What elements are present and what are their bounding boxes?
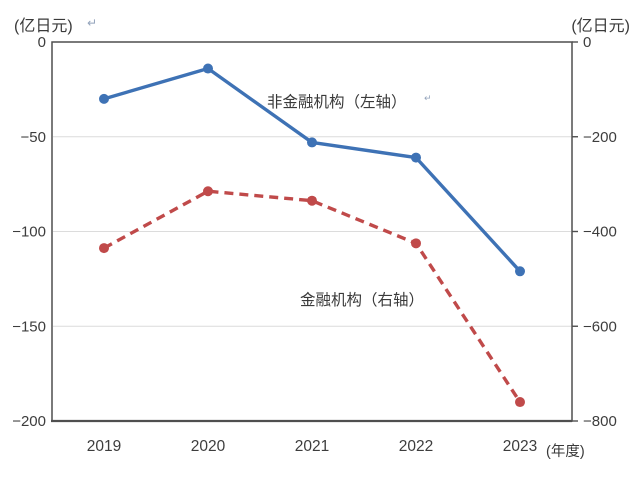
data-point-series-0 [307,137,317,148]
data-point-series-0 [99,93,109,104]
series-label-financial-right-axis: 金融机构（右轴） [300,292,425,309]
x-axis-tick-label: 2023 [503,438,537,455]
data-point-series-1 [515,397,525,408]
right-axis-tick-label: −800 [583,413,617,430]
return-mark-icon: ↵ [87,16,98,30]
x-axis-tick-label: 2020 [191,438,226,455]
right-axis-tick-label: −200 [583,129,617,146]
x-axis-unit-label: (年度) [546,444,585,460]
data-point-series-0 [411,152,421,163]
left-axis-unit-label: (亿日元) [14,18,73,35]
data-point-series-1 [99,243,109,254]
left-axis-tick-label: −100 [12,224,46,241]
data-point-series-1 [411,238,421,249]
series-label-nonfinancial-left-axis: 非金融机构（左轴） [267,94,407,111]
left-axis-tick-label: −200 [12,413,46,430]
left-axis-tick-label: 0 [38,34,46,51]
right-axis-tick-label: −400 [583,224,617,241]
left-axis-tick-label: −50 [21,129,46,146]
x-axis-tick-label: 2019 [87,438,121,455]
data-point-series-1 [307,195,317,206]
x-axis-tick-label: 2022 [399,438,433,455]
data-point-series-1 [203,186,213,197]
right-axis-tick-label: 0 [583,34,591,51]
return-mark-icon: ↵ [424,93,432,103]
x-axis-tick-label: 2021 [295,438,329,455]
right-axis-unit-label: (亿日元) [571,18,630,35]
data-point-series-0 [203,63,213,74]
data-point-series-0 [515,266,525,277]
left-axis-tick-label: −150 [12,318,46,335]
series-line-1 [103,189,522,403]
right-axis-tick-label: −600 [583,318,617,335]
